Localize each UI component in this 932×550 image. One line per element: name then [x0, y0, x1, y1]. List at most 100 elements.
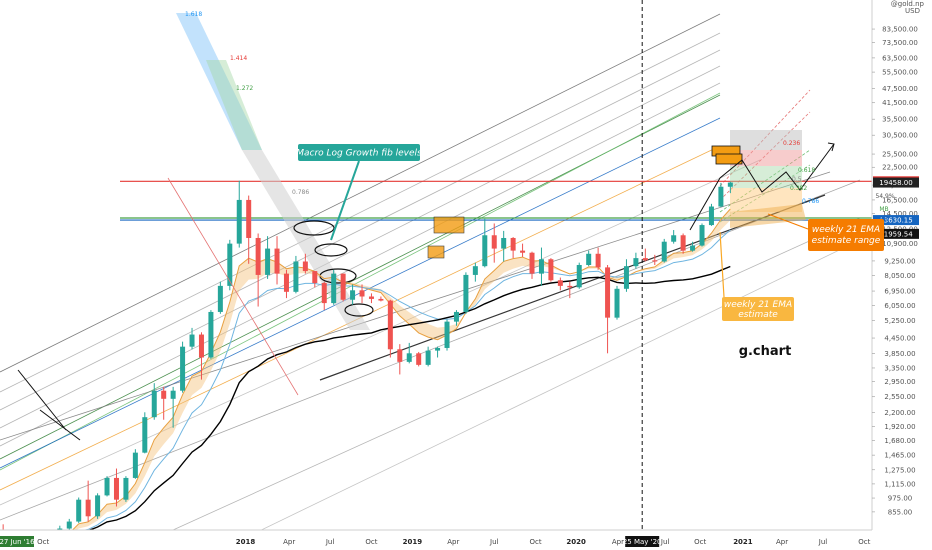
- annotations: 1.618 1.414 1.272 0.786 0.618 0.5 0.382 0.236 0.…: [17, 11, 835, 441]
- candle-body: [350, 290, 356, 300]
- trend-line: [17, 369, 67, 431]
- candle-body: [246, 199, 252, 238]
- candle-body: [671, 235, 677, 242]
- macro-fib-text: Macro Log Growth fib levels: [296, 149, 422, 159]
- y-tick-label: 83,500.00: [882, 26, 918, 34]
- callout-line: weekly 21 EMA: [812, 225, 880, 235]
- candle-body: [453, 311, 459, 322]
- candle-body: [387, 300, 393, 350]
- candle-body: [265, 248, 271, 275]
- y-tick-label: 1,680.00: [884, 437, 915, 445]
- x-tick-label: Oct: [365, 538, 377, 546]
- ema-estimate-text: weekly 21 EMA estimate: [724, 300, 792, 320]
- resistance-box: [433, 216, 465, 234]
- time-axis[interactable]: Oct 2018 Apr Jul Oct 2019 Apr Jul Oct 2020 Apr Jul O…: [0, 529, 932, 550]
- candle-body: [66, 521, 72, 529]
- x-tick-label: Oct: [858, 538, 870, 546]
- y-tick-label: 1,465.00: [884, 452, 915, 460]
- y-tick-label: 55,500.00: [882, 69, 918, 77]
- x-tick-label: 2021: [733, 538, 753, 546]
- candle-body: [95, 495, 101, 517]
- candle-body: [340, 273, 346, 300]
- candle-body: [548, 259, 554, 281]
- y-tick-label: 2,950.00: [884, 378, 915, 386]
- channel-line: [219, 239, 861, 550]
- candle-body: [180, 346, 186, 391]
- x-tick-label: Apr: [776, 538, 788, 546]
- fib-label: 0.786: [292, 189, 309, 196]
- y-tick-label: 855.00: [888, 508, 913, 516]
- x-tick-label: Apr: [447, 538, 459, 546]
- x-tick-label: Jul: [660, 538, 670, 546]
- candle-body: [614, 288, 620, 318]
- y-tick-label: 1,920.00: [884, 423, 915, 431]
- projected-path-arrow: [827, 142, 835, 152]
- channel-line: [0, 82, 721, 447]
- x-tick-label: Jul: [489, 538, 499, 546]
- candle-body: [661, 241, 667, 262]
- candle-body: [189, 334, 195, 347]
- y-tick-label: 10,900.00: [882, 240, 918, 248]
- y-tick-label: 2,550.00: [884, 393, 915, 401]
- candle-body: [501, 237, 507, 249]
- candle-body: [633, 258, 639, 267]
- y-tick-label: 1,115.00: [884, 480, 915, 488]
- fib-label: 1.618: [185, 11, 202, 18]
- candle-body: [227, 243, 233, 286]
- y-tick-label: 3,350.00: [884, 364, 915, 372]
- y-tick-label: 25,500.00: [882, 151, 918, 159]
- fib-label: 0.382: [790, 185, 807, 192]
- y-tick-label: 975.00: [888, 495, 913, 503]
- price-label: 11959.54: [879, 230, 913, 238]
- candle-body: [586, 253, 592, 265]
- price-label-box: [873, 177, 919, 188]
- candle-body: [368, 296, 374, 299]
- candle-body: [217, 285, 223, 312]
- candle-body: [406, 353, 412, 362]
- price-label-box: [873, 215, 919, 226]
- channel-line: [0, 179, 861, 521]
- candle-body: [274, 248, 280, 274]
- callout-line: estimate: [738, 310, 778, 320]
- price-labels: 19693.2619458.0013630.1511959.54MB54.9%S…: [873, 176, 919, 239]
- candle-body: [623, 266, 629, 289]
- fib-label: 1.272: [236, 85, 253, 92]
- candle-body: [378, 298, 384, 301]
- x-tick-label: Apr: [283, 538, 295, 546]
- candles: [0, 180, 733, 550]
- axis-unit: USD: [905, 7, 920, 15]
- y-tick-label: 2,200.00: [884, 409, 915, 417]
- candle-body: [123, 477, 129, 500]
- ema-estimate-pointer: [719, 231, 725, 298]
- candle-body: [113, 477, 119, 500]
- y-tick-label: 8,050.00: [884, 272, 915, 280]
- fib-box-grey: [730, 130, 802, 150]
- x-marker-label: 25 May '20: [623, 538, 662, 546]
- diagonal-trend-line: [167, 177, 299, 396]
- candle-body: [76, 499, 82, 522]
- target-box: [715, 153, 743, 165]
- candle-body: [520, 250, 526, 253]
- callout-line: estimate range: [812, 236, 881, 246]
- y-tick-label: 6,950.00: [884, 288, 915, 296]
- y-tick-label: 22,500.00: [882, 164, 918, 172]
- ema-range-callout: weekly 21 EMA estimate range: [808, 219, 884, 251]
- candle-body: [538, 259, 544, 274]
- macro-fib-callout: Macro Log Growth fib levels: [296, 144, 422, 161]
- candle-body: [359, 290, 365, 297]
- axis-side-label: SR: [880, 216, 888, 223]
- fib-label: 1.414: [230, 55, 247, 62]
- channel-line: [0, 171, 831, 441]
- y-tick-label: 1,275.00: [884, 466, 915, 474]
- candle-body: [85, 499, 91, 517]
- candle-body: [255, 237, 261, 275]
- channel-line: [0, 49, 721, 411]
- channel-line: [0, 65, 721, 429]
- candle-body: [444, 321, 450, 348]
- candle-body: [142, 417, 148, 453]
- y-tick-label: 6,050.00: [884, 302, 915, 310]
- fib-band-green: [206, 60, 262, 150]
- price-axis[interactable]: @gold.np USD 855.00 975.00 1,115.00 1,275.0…: [871, 0, 932, 530]
- x-tick-label: 2018: [236, 538, 256, 546]
